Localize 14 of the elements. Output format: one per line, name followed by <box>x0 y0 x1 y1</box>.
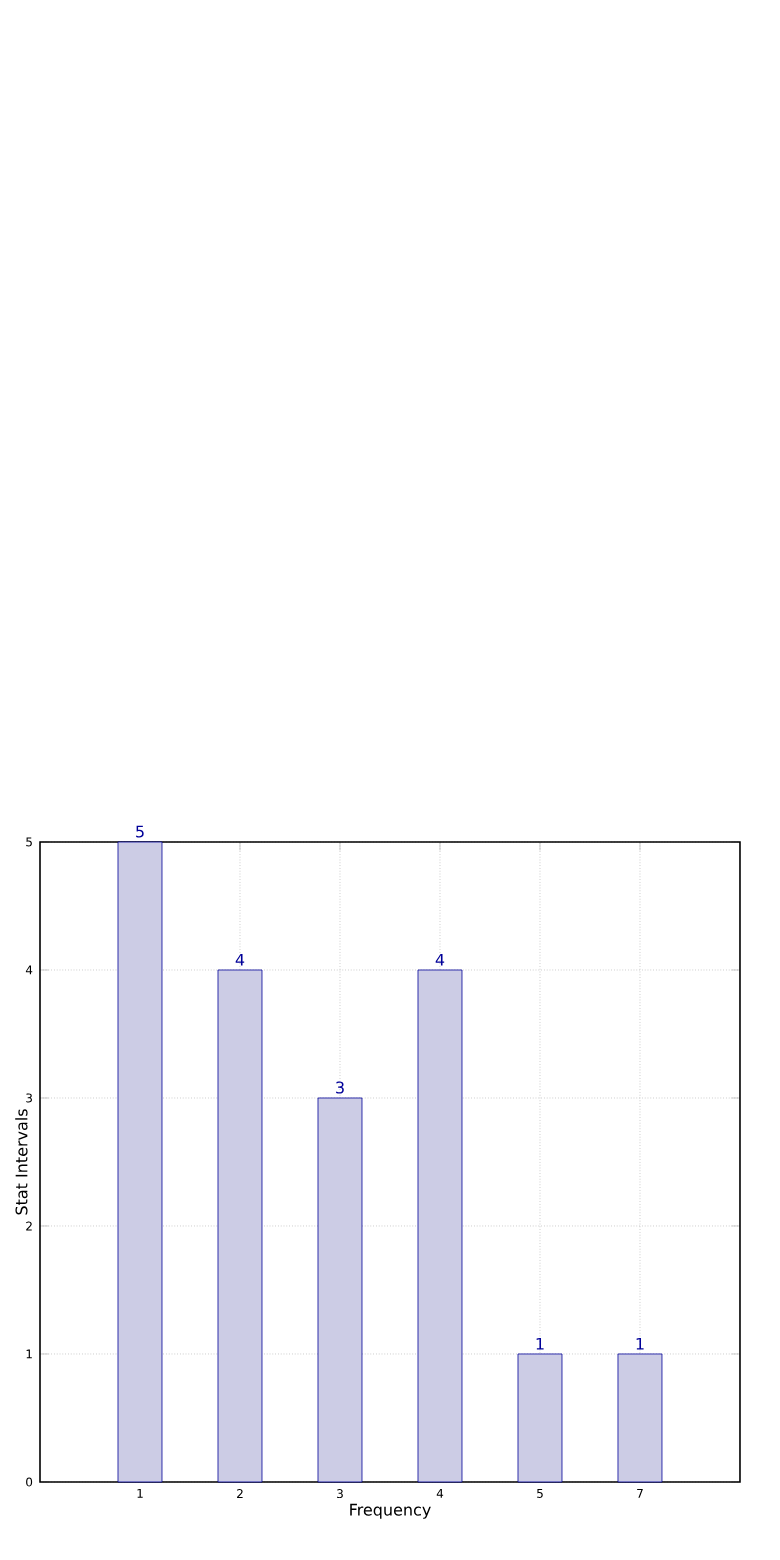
bar <box>217 969 263 1483</box>
bar <box>617 1353 663 1483</box>
data-label: 4 <box>235 953 245 966</box>
data-label: 3 <box>336 1081 344 1094</box>
data-label: 4 <box>435 953 445 966</box>
bar <box>117 841 163 1483</box>
bar <box>317 1097 363 1483</box>
bar <box>517 1353 563 1483</box>
data-label: 1 <box>536 1337 544 1350</box>
data-label: 5 <box>136 825 144 838</box>
y-axis-title: Stat Intervals <box>15 1109 28 1215</box>
x-axis-title: Frequency <box>350 1503 431 1519</box>
data-label: 1 <box>636 1337 644 1350</box>
bar <box>417 969 463 1483</box>
